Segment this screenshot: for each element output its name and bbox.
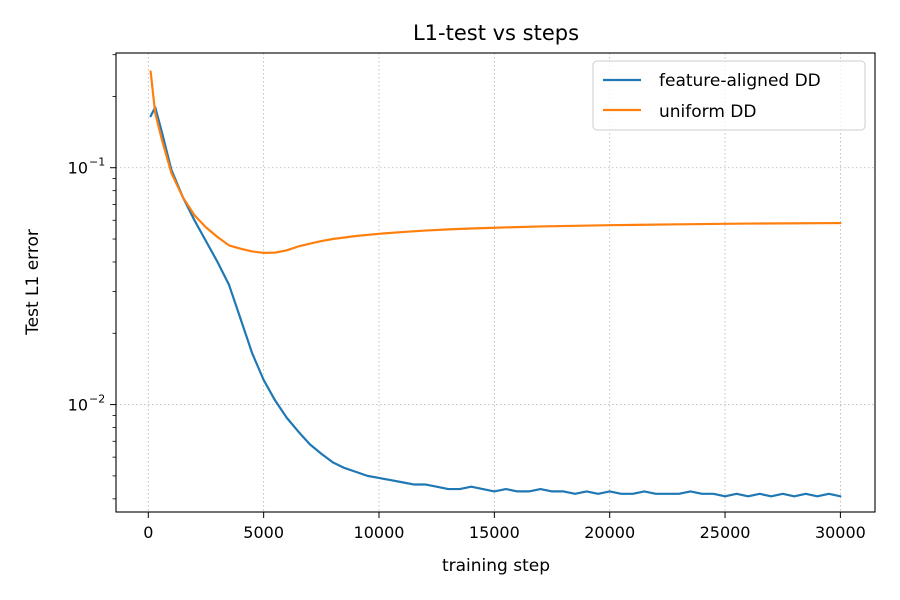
y-axis-label: Test L1 error (23, 229, 43, 336)
x-tick-label: 15000 (469, 523, 520, 542)
series-line-1 (149, 70, 842, 254)
x-tick-label: 5000 (243, 523, 284, 542)
series-line-0 (149, 106, 842, 498)
x-tick-label: 25000 (700, 523, 751, 542)
x-axis-label: training step (442, 556, 550, 576)
y-tick-label-exponent: −1 (89, 156, 105, 169)
legend-label-feature-aligned: feature-aligned DD (659, 71, 821, 91)
y-tick-label: 10 (68, 159, 88, 178)
y-tick-label-exponent: −2 (89, 393, 105, 406)
legend-box (592, 60, 866, 131)
y-tick-label: 10 (68, 396, 88, 415)
legend-label-uniform: uniform DD (659, 102, 757, 122)
series-layer (149, 70, 842, 498)
x-tick-label: 0 (143, 523, 153, 542)
chart-title: L1-test vs steps (413, 21, 579, 45)
x-tick-label: 20000 (584, 523, 635, 542)
x-tick-label: 10000 (354, 523, 405, 542)
plot-frame (115, 52, 876, 513)
x-tick-label: 30000 (815, 523, 866, 542)
legend: feature-aligned DD uniform DD (592, 60, 866, 131)
